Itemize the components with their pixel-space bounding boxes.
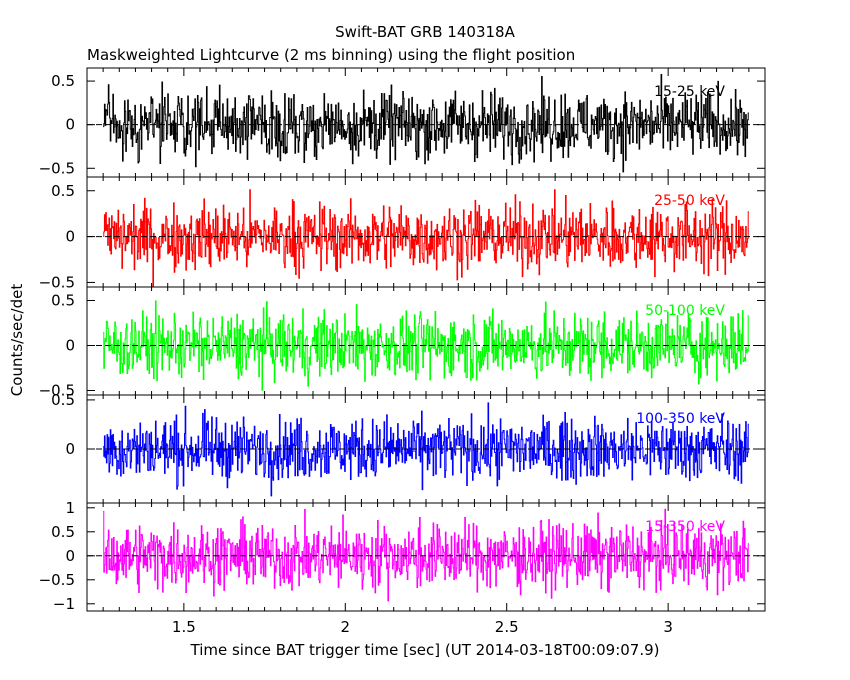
x-tick-label: 3 — [663, 618, 673, 636]
y-tick-label: 0.5 — [51, 292, 75, 310]
y-tick-label: 0.5 — [51, 72, 75, 90]
y-tick-label: 0 — [65, 337, 75, 355]
y-tick-label: −0.5 — [39, 273, 75, 291]
x-tick-label: 1.5 — [172, 618, 196, 636]
y-tick-label: 0 — [65, 116, 75, 134]
lightcurve-series — [103, 73, 749, 173]
x-tick-label: 2.5 — [495, 618, 519, 636]
y-tick-label: −0.5 — [39, 571, 75, 589]
panels-group: 0.5 0 −0.5 15-25 keV 0.5 0 −0.5 25-50 keV 0.5 0 −0… — [39, 67, 766, 636]
y-tick-label: −1 — [53, 595, 75, 613]
y-tick-label: 0 — [65, 228, 75, 246]
band-label: 15-25 keV — [654, 84, 725, 100]
y-tick-label: −0.5 — [39, 159, 75, 177]
band-label: 100-350 keV — [636, 411, 725, 427]
band-label: 25-50 keV — [654, 193, 725, 209]
y-tick-label: 0 — [65, 547, 75, 565]
y-tick-label: 0.5 — [51, 523, 75, 541]
y-tick-label: 0.5 — [51, 391, 75, 409]
y-tick-label: 0 — [65, 440, 75, 458]
y-tick-label: −0.5 — [39, 382, 75, 400]
lightcurve-series — [103, 189, 749, 288]
band-label: 50-100 keV — [645, 303, 725, 319]
y-axis-label: Counts/sec/det — [8, 284, 26, 397]
x-tick-label: 2 — [341, 618, 351, 636]
chart-subtitle: Maskweighted Lightcurve (2 ms binning) u… — [87, 46, 575, 64]
y-tick-label: 0.5 — [51, 182, 75, 200]
band-label: 15-350 keV — [645, 519, 725, 535]
lightcurve-series — [103, 508, 749, 602]
x-axis-label: Time since BAT trigger time [sec] (UT 20… — [190, 641, 660, 659]
lightcurve-series — [103, 300, 749, 391]
chart-title: Swift-BAT GRB 140318A — [335, 23, 515, 41]
y-tick-label: 1 — [65, 499, 75, 517]
